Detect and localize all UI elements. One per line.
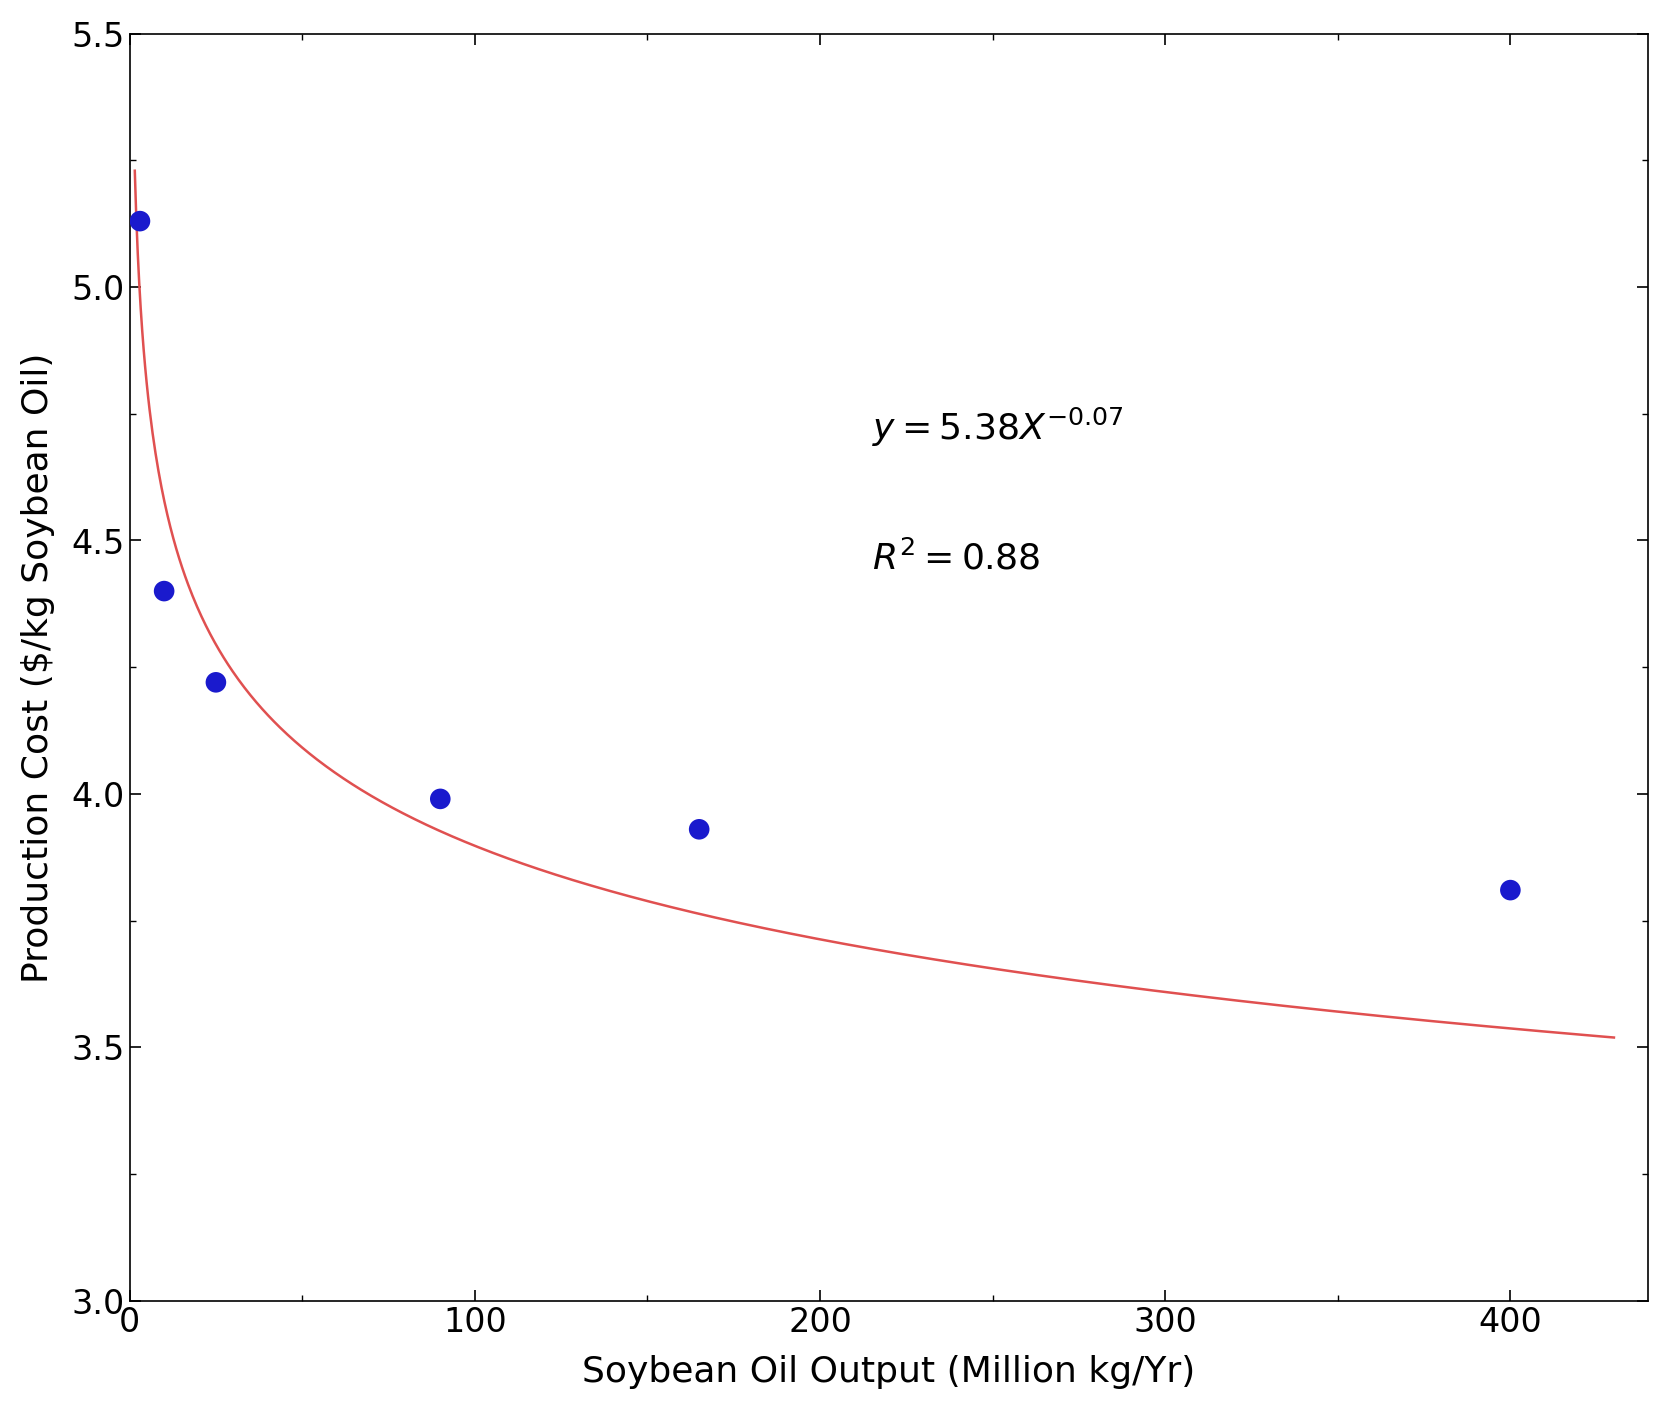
Point <box>150 580 177 602</box>
Point <box>1497 878 1524 901</box>
Point <box>127 210 154 233</box>
X-axis label: Soybean Oil Output (Million kg/Yr): Soybean Oil Output (Million kg/Yr) <box>582 1355 1195 1389</box>
Point <box>427 788 454 811</box>
Point <box>202 671 229 694</box>
Text: $y=5.38X^{-0.07}$: $y=5.38X^{-0.07}$ <box>871 406 1123 450</box>
Text: $R^2=0.88$: $R^2=0.88$ <box>871 540 1040 577</box>
Point <box>686 818 713 840</box>
Y-axis label: Production Cost ($/kg Soybean Oil): Production Cost ($/kg Soybean Oil) <box>20 352 55 983</box>
